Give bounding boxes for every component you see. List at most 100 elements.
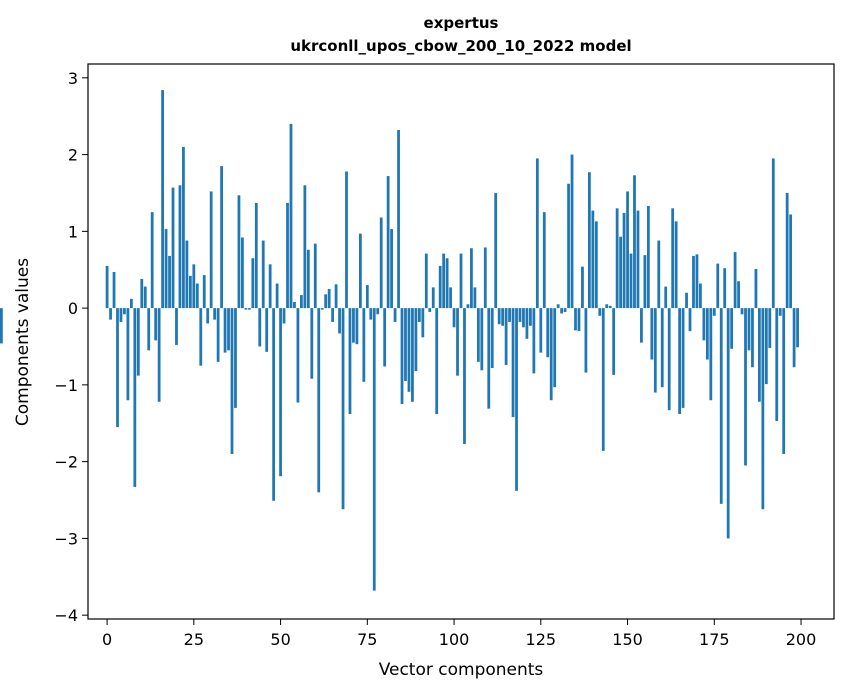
bar-61 bbox=[317, 308, 321, 493]
bar-13 bbox=[150, 212, 154, 309]
bar-124 bbox=[535, 158, 539, 309]
bar-152 bbox=[633, 175, 636, 309]
bar-49 bbox=[275, 283, 279, 309]
bar-165 bbox=[678, 308, 681, 415]
bar-174 bbox=[709, 308, 713, 401]
bar-157 bbox=[650, 308, 654, 360]
bar-91 bbox=[421, 308, 425, 338]
bar-191 bbox=[768, 308, 772, 349]
bar-160 bbox=[660, 308, 664, 388]
bar-66 bbox=[334, 284, 338, 309]
bar-146 bbox=[612, 308, 616, 375]
bar-130 bbox=[556, 304, 560, 309]
bar-92 bbox=[424, 253, 428, 309]
bar-111 bbox=[490, 308, 494, 368]
bar-100 bbox=[452, 308, 456, 328]
bar-196 bbox=[785, 192, 789, 309]
bar-39 bbox=[241, 237, 244, 309]
bar-183 bbox=[740, 308, 744, 315]
bar-142 bbox=[598, 308, 602, 316]
y-tick-label: −1 bbox=[54, 376, 78, 395]
bar-21 bbox=[178, 185, 182, 309]
bar-113 bbox=[497, 308, 501, 325]
bar-9 bbox=[136, 308, 140, 376]
bar-36 bbox=[230, 308, 234, 454]
bar-178 bbox=[723, 268, 727, 309]
bar-158 bbox=[653, 308, 657, 393]
bar-71 bbox=[352, 308, 355, 343]
bar-72 bbox=[355, 308, 359, 345]
bar-172 bbox=[702, 308, 706, 341]
bar-18 bbox=[168, 255, 171, 309]
bar-125 bbox=[539, 308, 543, 353]
bar-122 bbox=[529, 308, 532, 326]
bar-25 bbox=[192, 264, 196, 309]
bar-120 bbox=[522, 308, 525, 328]
bar-45 bbox=[261, 240, 265, 309]
bar-28 bbox=[202, 275, 206, 309]
bar-109 bbox=[483, 247, 487, 309]
bar-15 bbox=[157, 308, 161, 402]
bar-151 bbox=[629, 253, 633, 309]
bar-164 bbox=[674, 221, 678, 309]
bar-0 bbox=[105, 265, 109, 309]
bar-162 bbox=[667, 308, 671, 411]
bar-48 bbox=[272, 308, 276, 501]
bar-89 bbox=[414, 308, 418, 372]
bar-82 bbox=[390, 229, 393, 309]
bar-101 bbox=[456, 308, 459, 376]
bar-56 bbox=[300, 295, 303, 309]
bar-179 bbox=[726, 308, 730, 539]
bar-80 bbox=[383, 308, 387, 367]
x-axis-label: Vector components bbox=[379, 660, 544, 680]
bar-29 bbox=[206, 308, 210, 324]
bar-190 bbox=[764, 308, 768, 385]
bar-199 bbox=[796, 308, 799, 348]
bar-173 bbox=[705, 308, 709, 360]
bar-128 bbox=[549, 308, 553, 401]
x-tick-label: 25 bbox=[184, 630, 204, 649]
bar-23 bbox=[185, 240, 189, 309]
bar-27 bbox=[199, 308, 203, 366]
bar-170 bbox=[695, 254, 699, 309]
bar-93 bbox=[428, 308, 432, 312]
bar-11 bbox=[143, 286, 147, 309]
bar-185 bbox=[747, 308, 751, 351]
bar-107 bbox=[476, 308, 480, 362]
bar-95 bbox=[435, 308, 439, 415]
y-tick-label: 3 bbox=[68, 69, 78, 88]
bar-132 bbox=[563, 308, 567, 312]
bar-131 bbox=[560, 308, 564, 314]
bar-14 bbox=[154, 308, 158, 341]
bar-74 bbox=[362, 308, 366, 382]
bar-198 bbox=[792, 308, 796, 368]
bar-20 bbox=[175, 308, 178, 345]
plot-frame bbox=[87, 63, 835, 620]
bar-8 bbox=[133, 308, 137, 487]
bar-155 bbox=[643, 255, 647, 309]
bar-2 bbox=[112, 272, 116, 309]
bar-147 bbox=[615, 208, 619, 309]
bar-136 bbox=[577, 308, 581, 332]
bar-180 bbox=[730, 308, 734, 349]
bar-73 bbox=[358, 233, 362, 309]
bar-51 bbox=[282, 308, 286, 324]
bar-90 bbox=[417, 308, 421, 322]
bar-88 bbox=[411, 308, 414, 402]
bar-68 bbox=[341, 308, 345, 510]
bar-4 bbox=[119, 308, 123, 322]
bar-53 bbox=[289, 123, 293, 309]
bar-176 bbox=[716, 263, 720, 309]
bar-6 bbox=[126, 308, 130, 401]
bar-153 bbox=[636, 210, 640, 309]
bar-96 bbox=[438, 265, 442, 309]
bar-1 bbox=[109, 308, 112, 320]
bar-35 bbox=[227, 308, 230, 351]
bar-175 bbox=[712, 308, 716, 316]
bar-182 bbox=[737, 281, 740, 309]
y-tick-label: −4 bbox=[54, 606, 78, 625]
bar-166 bbox=[681, 308, 685, 408]
bar-22 bbox=[182, 146, 185, 309]
